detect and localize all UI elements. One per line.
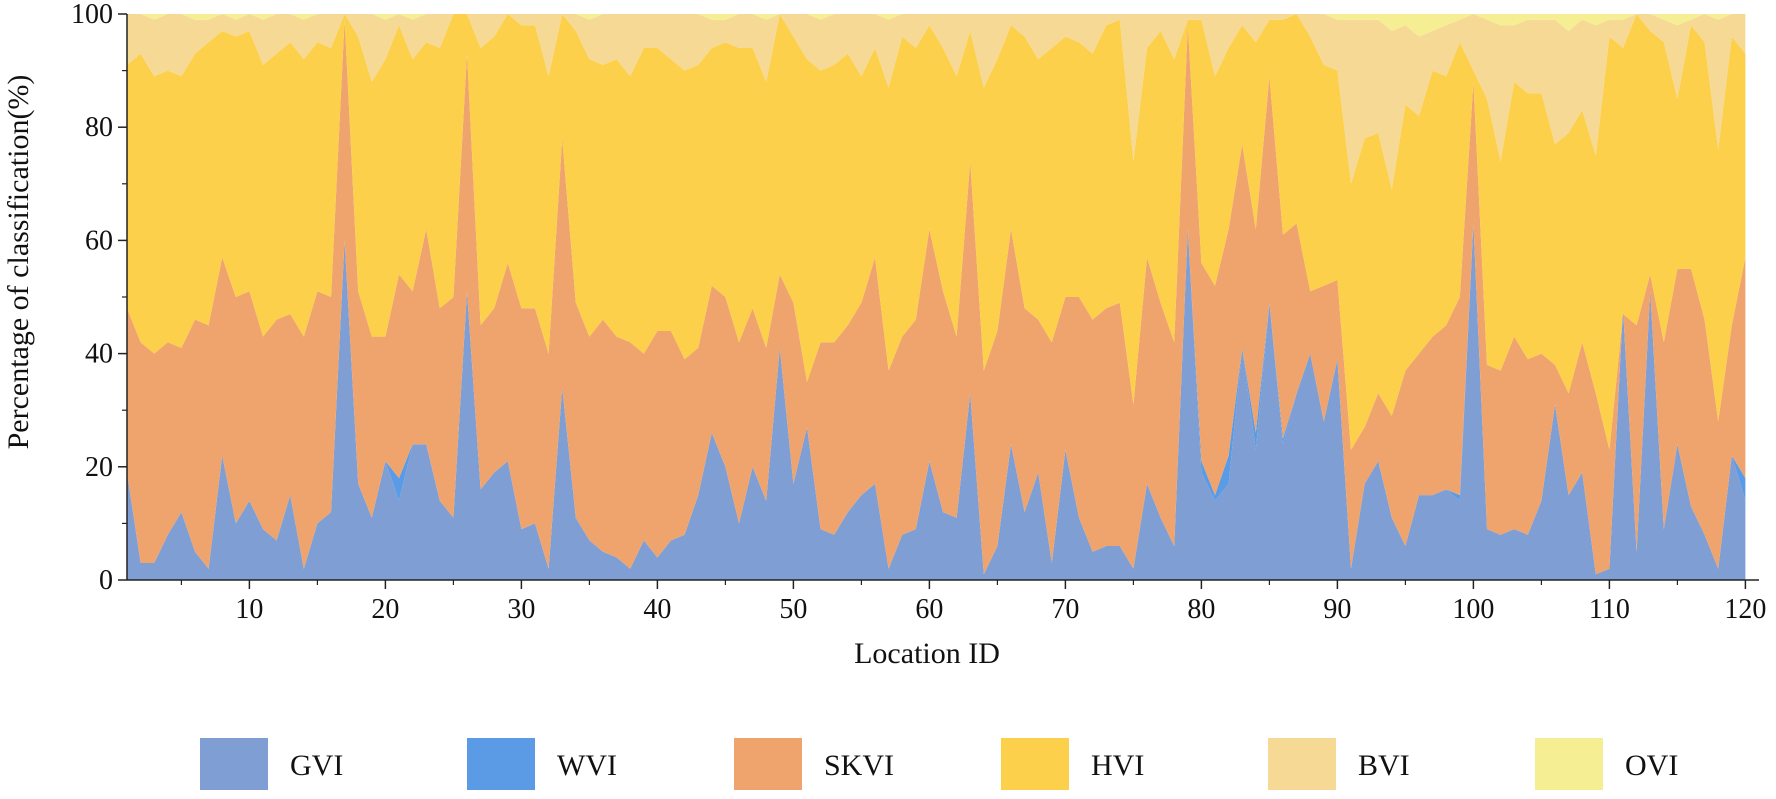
x-tick-label: 10 — [235, 594, 263, 625]
x-tick-label: 110 — [1589, 594, 1630, 625]
x-axis-title: Location ID — [854, 637, 1000, 670]
band-hvi — [127, 14, 1746, 450]
x-tick-label: 120 — [1724, 594, 1766, 625]
legend-label-hvi: HVI — [1091, 749, 1144, 782]
band-skvi — [127, 19, 1746, 575]
legend-swatch-gvi — [200, 738, 268, 790]
x-tick-label: 60 — [915, 594, 943, 625]
legend-swatch-skvi — [734, 738, 802, 790]
y-tick-label: 60 — [85, 225, 113, 256]
x-tick-label: 80 — [1187, 594, 1215, 625]
legend-label-skvi: SKVI — [824, 749, 894, 782]
band-gvi — [127, 223, 1746, 580]
legend: GVI WVI SKVI HVI BVI OVI — [200, 738, 1678, 790]
area-bands — [127, 14, 1746, 580]
band-ovi — [127, 14, 1746, 37]
y-tick-label: 0 — [99, 565, 113, 596]
x-tick-label: 20 — [371, 594, 399, 625]
legend-swatch-bvi — [1268, 738, 1336, 790]
y-tick-label: 100 — [71, 0, 113, 30]
legend-swatch-wvi — [467, 738, 535, 790]
legend-label-wvi: WVI — [557, 749, 617, 782]
legend-label-ovi: OVI — [1625, 749, 1678, 782]
y-axis-title: Percentage of classification(%) — [2, 75, 35, 450]
legend-label-bvi: BVI — [1358, 749, 1410, 782]
legend-swatch-ovi — [1535, 738, 1603, 790]
axes: 0 20 40 60 80 100 10 20 30 40 50 60 70 80 90 100 110 120 — [71, 0, 1766, 625]
x-tick-label: 50 — [779, 594, 807, 625]
legend-swatch-hvi — [1001, 738, 1069, 790]
y-tick-label: 20 — [85, 452, 113, 483]
x-tick-label: 100 — [1452, 594, 1494, 625]
x-tick-label: 40 — [643, 594, 671, 625]
legend-label-gvi: GVI — [290, 749, 343, 782]
x-tick-label: 90 — [1323, 594, 1351, 625]
y-tick-label: 80 — [85, 112, 113, 143]
x-tick-label: 70 — [1051, 594, 1079, 625]
band-bvi — [127, 14, 1746, 190]
y-tick-label: 40 — [85, 339, 113, 370]
x-tick-label: 30 — [507, 594, 535, 625]
